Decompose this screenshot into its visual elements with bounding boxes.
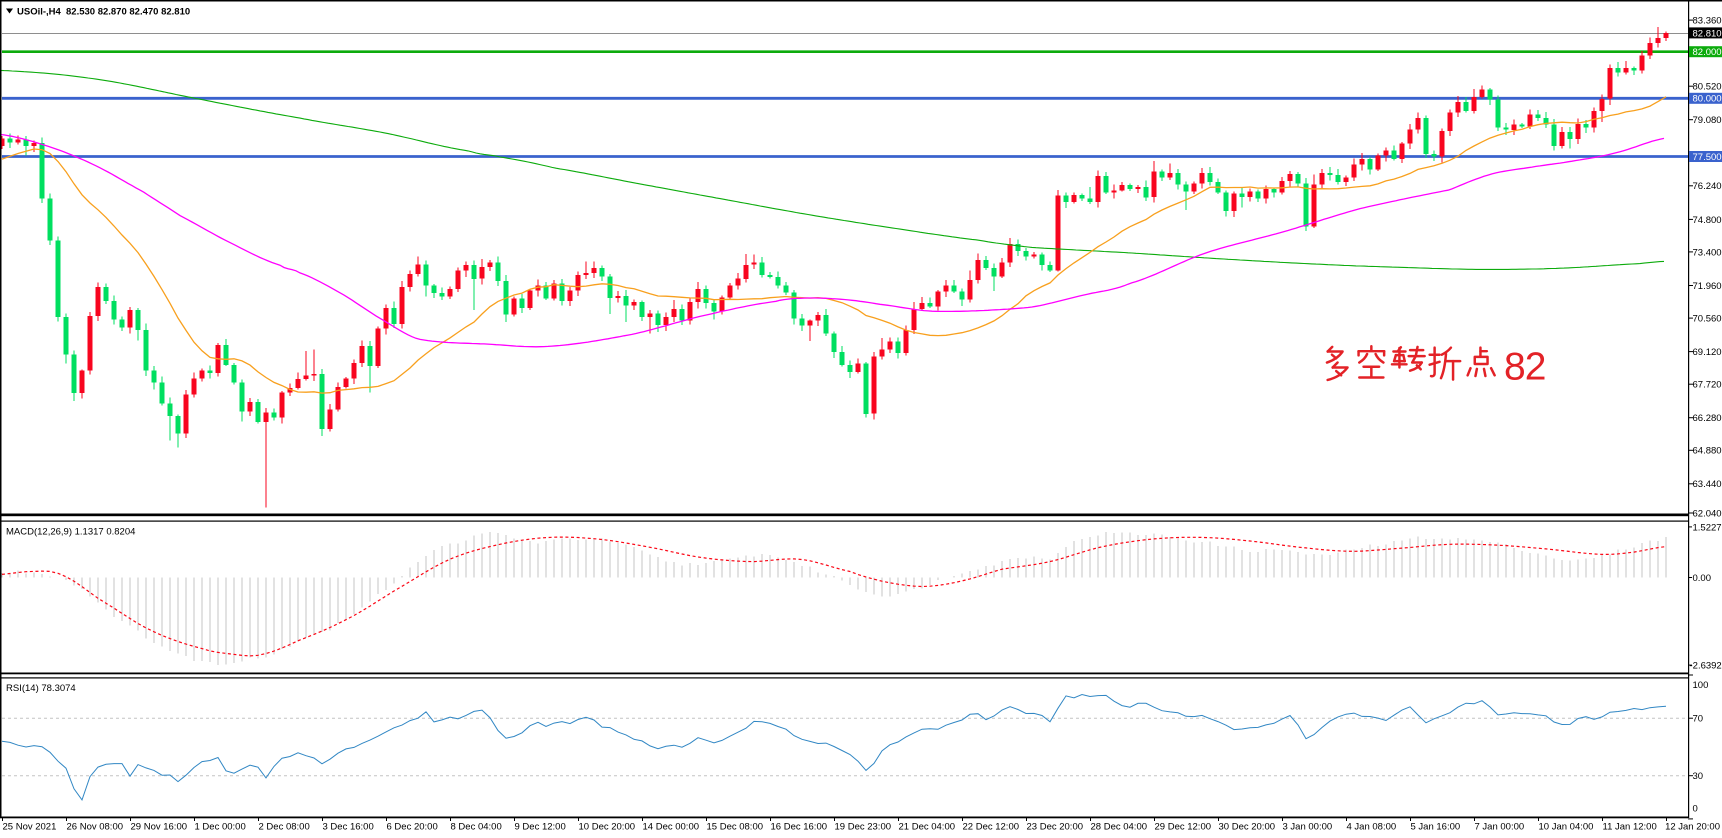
- svg-text:69.120: 69.120: [1693, 347, 1722, 358]
- svg-text:70: 70: [1693, 714, 1704, 725]
- svg-text:62.040: 62.040: [1693, 508, 1722, 519]
- svg-text:9 Dec 12:00: 9 Dec 12:00: [515, 822, 566, 833]
- svg-text:26 Nov 08:00: 26 Nov 08:00: [67, 822, 124, 833]
- svg-text:100: 100: [1693, 680, 1709, 691]
- svg-text:RSI(14) 78.3074: RSI(14) 78.3074: [6, 683, 76, 694]
- svg-text:73.400: 73.400: [1693, 247, 1722, 258]
- svg-text:74.800: 74.800: [1693, 215, 1722, 226]
- svg-text:14 Dec 00:00: 14 Dec 00:00: [643, 822, 700, 833]
- svg-text:71.960: 71.960: [1693, 281, 1722, 292]
- svg-text:3 Jan 00:00: 3 Jan 00:00: [1283, 822, 1333, 833]
- svg-text:22 Dec 12:00: 22 Dec 12:00: [963, 822, 1020, 833]
- svg-text:21 Dec 04:00: 21 Dec 04:00: [899, 822, 956, 833]
- svg-text:-2.6392: -2.6392: [1690, 661, 1722, 672]
- svg-text:83.360: 83.360: [1693, 16, 1722, 27]
- svg-text:1.5227: 1.5227: [1693, 522, 1722, 533]
- svg-text:82: 82: [1504, 346, 1545, 389]
- svg-text:79.080: 79.080: [1693, 115, 1722, 126]
- svg-text:6 Dec 20:00: 6 Dec 20:00: [387, 822, 438, 833]
- svg-text:3 Dec 16:00: 3 Dec 16:00: [323, 822, 374, 833]
- svg-text:66.280: 66.280: [1693, 413, 1722, 424]
- svg-text:29 Dec 12:00: 29 Dec 12:00: [1155, 822, 1212, 833]
- svg-text:11 Jan 12:00: 11 Jan 12:00: [1603, 822, 1657, 833]
- svg-text:82.530 82.870 82.470 82.810: 82.530 82.870 82.470 82.810: [66, 7, 190, 18]
- svg-text:80.520: 80.520: [1693, 82, 1722, 93]
- svg-text:28 Dec 04:00: 28 Dec 04:00: [1091, 822, 1148, 833]
- svg-text:5 Jan 16:00: 5 Jan 16:00: [1411, 822, 1461, 833]
- svg-text:77.500: 77.500: [1693, 152, 1722, 163]
- svg-text:8 Dec 04:00: 8 Dec 04:00: [451, 822, 502, 833]
- svg-text:2 Dec 08:00: 2 Dec 08:00: [259, 822, 310, 833]
- svg-text:1 Dec 00:00: 1 Dec 00:00: [195, 822, 246, 833]
- svg-text:MACD(12,26,9) 1.1317 0.8204: MACD(12,26,9) 1.1317 0.8204: [6, 527, 135, 538]
- svg-text:19 Dec 23:00: 19 Dec 23:00: [835, 822, 892, 833]
- svg-text:4 Jan 08:00: 4 Jan 08:00: [1347, 822, 1397, 833]
- svg-text:70.560: 70.560: [1693, 314, 1722, 325]
- svg-text:29 Nov 16:00: 29 Nov 16:00: [131, 822, 188, 833]
- svg-text:80.000: 80.000: [1693, 94, 1722, 105]
- svg-text:15 Dec 08:00: 15 Dec 08:00: [707, 822, 764, 833]
- svg-text:0.00: 0.00: [1693, 573, 1712, 584]
- svg-text:USOil-,H4: USOil-,H4: [17, 7, 62, 18]
- svg-text:0: 0: [1693, 803, 1698, 814]
- svg-text:30 Dec 20:00: 30 Dec 20:00: [1219, 822, 1276, 833]
- svg-text:63.440: 63.440: [1693, 479, 1722, 490]
- svg-text:67.720: 67.720: [1693, 380, 1722, 391]
- svg-text:12 Jan 20:00: 12 Jan 20:00: [1665, 822, 1720, 833]
- svg-text:10 Jan 04:00: 10 Jan 04:00: [1539, 822, 1594, 833]
- svg-text:82.810: 82.810: [1693, 28, 1722, 39]
- svg-text:23 Dec 20:00: 23 Dec 20:00: [1027, 822, 1084, 833]
- svg-text:76.240: 76.240: [1693, 181, 1722, 192]
- svg-text:16 Dec 16:00: 16 Dec 16:00: [771, 822, 828, 833]
- svg-text:10 Dec 20:00: 10 Dec 20:00: [579, 822, 636, 833]
- svg-text:64.880: 64.880: [1693, 446, 1722, 457]
- svg-text:82.000: 82.000: [1693, 47, 1722, 58]
- svg-text:7 Jan 00:00: 7 Jan 00:00: [1475, 822, 1525, 833]
- svg-text:30: 30: [1693, 771, 1704, 782]
- svg-text:25 Nov 2021: 25 Nov 2021: [3, 822, 57, 833]
